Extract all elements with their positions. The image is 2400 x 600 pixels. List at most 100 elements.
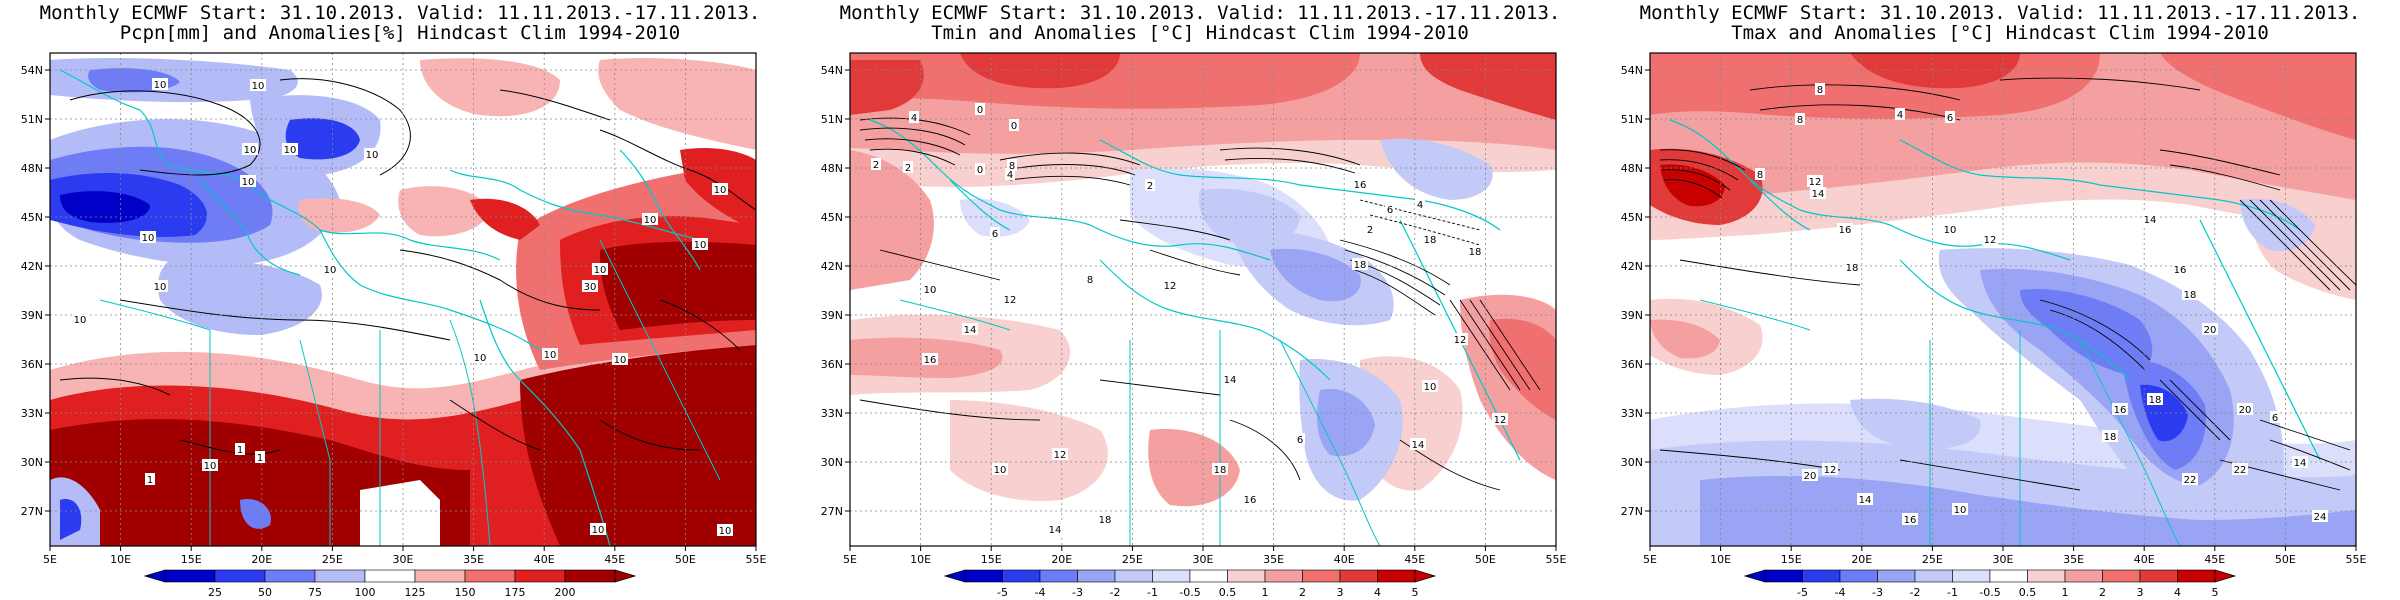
contour-label-bg bbox=[1422, 380, 1438, 392]
contour-label: 6 bbox=[2272, 413, 2278, 424]
contour-label-bg bbox=[2147, 393, 2163, 405]
lon-tick-label: 45E bbox=[1404, 553, 1425, 566]
colorbar-swatch bbox=[1377, 569, 1416, 583]
map-precipitation: 10 10 10 10 10 10 10 10 10 10 10 10 10 10 10 30 1 1 1 10 10 1… bbox=[21, 52, 767, 599]
contour-label: 10 bbox=[714, 185, 727, 196]
lat-tick-label: 36N bbox=[1621, 358, 1643, 371]
contour-label: 10 bbox=[244, 145, 257, 156]
contour-label-bg bbox=[1492, 413, 1508, 425]
lon-tick-label: 25E bbox=[1122, 553, 1143, 566]
lat-lon-grid bbox=[1650, 53, 2356, 546]
lon-tick-label: 55E bbox=[1546, 553, 1567, 566]
lat-tick-label: 51N bbox=[1621, 113, 1643, 126]
contour-label: 6 bbox=[1297, 435, 1303, 446]
colorbar-swatch bbox=[464, 569, 516, 583]
contour-label: 8 bbox=[1757, 170, 1763, 181]
contour-label: 22 bbox=[2234, 465, 2247, 476]
colorbar-low-arrow bbox=[943, 569, 966, 583]
lon-tick-label: 35E bbox=[2063, 553, 2084, 566]
contour-label: 10 bbox=[592, 525, 605, 536]
lon-tick-label: 45E bbox=[604, 553, 625, 566]
contour-label: 14 bbox=[964, 325, 977, 336]
contour-label-bg bbox=[871, 158, 881, 170]
contour-label: 16 bbox=[1354, 180, 1367, 191]
contour-label-bg bbox=[472, 351, 488, 363]
colorbar-swatch bbox=[2064, 569, 2103, 583]
colorbar-swatch bbox=[214, 569, 266, 583]
colorbar-swatch bbox=[1114, 569, 1153, 583]
lon-tick-label: 40E bbox=[534, 553, 555, 566]
colorbar-swatch bbox=[364, 569, 416, 583]
contour-label-bg bbox=[922, 353, 938, 365]
colorbar-label: 125 bbox=[405, 586, 426, 599]
contour-label-bg bbox=[152, 280, 168, 292]
colorbar-high-arrow bbox=[2214, 569, 2237, 583]
colorbar-swatch bbox=[1264, 569, 1303, 583]
lon-tick-label: 10E bbox=[1710, 553, 1731, 566]
contour-label-bg bbox=[145, 473, 155, 485]
panel-tmax: Monthly ECMWF Start: 31.10.2013. Valid: … bbox=[1600, 0, 2400, 600]
contour-label: 8 bbox=[1009, 161, 1015, 172]
lat-tick-label: 42N bbox=[821, 260, 843, 273]
contour-label: 12 bbox=[1494, 415, 1507, 426]
colorbar-swatch bbox=[1839, 569, 1878, 583]
contour-label-bg bbox=[1002, 293, 1018, 305]
colorbar-label: -1 bbox=[1147, 586, 1158, 599]
lon-tick-label: 30E bbox=[1993, 553, 2014, 566]
lon-tick-label: 5E bbox=[1643, 553, 1657, 566]
contour-label-bg bbox=[2112, 403, 2128, 415]
contour-label-bg bbox=[1755, 168, 1765, 180]
contour-label: 10 bbox=[324, 265, 337, 276]
contour-label: 30 bbox=[584, 282, 597, 293]
contour-label: 1 bbox=[257, 453, 263, 464]
colorbar-high-arrow bbox=[614, 569, 637, 583]
contour-label-bg bbox=[990, 227, 1000, 239]
contour-label-bg bbox=[250, 79, 266, 91]
lat-axis: 54N 51N 48N 45N 42N 39N 36N 33N 30N 27N bbox=[1621, 64, 1650, 518]
lon-tick-label: 20E bbox=[251, 553, 272, 566]
contour-label: 1 bbox=[147, 475, 153, 486]
panel-title: Monthly ECMWF Start: 31.10.2013. Valid: … bbox=[1639, 2, 2361, 24]
contour-label: 16 bbox=[2174, 265, 2187, 276]
contour-label: 18 bbox=[2149, 395, 2162, 406]
contour-label-bg bbox=[1047, 523, 1063, 535]
contour-label: 10 bbox=[474, 353, 487, 364]
colorbar-label: 1 bbox=[1262, 586, 1269, 599]
contour-label: 10 bbox=[366, 150, 379, 161]
contour-label: 4 bbox=[911, 113, 917, 124]
contour-label: 10 bbox=[154, 282, 167, 293]
colorbar-swatch bbox=[2102, 569, 2141, 583]
contour-label-bg bbox=[235, 443, 245, 455]
contour-label: 6 bbox=[1387, 205, 1393, 216]
contour-label-bg bbox=[582, 280, 598, 292]
lon-tick-label: 50E bbox=[675, 553, 696, 566]
colorbar: 25 50 75 100 125 150 175 200 bbox=[143, 569, 637, 599]
contour-label: 8 bbox=[1797, 115, 1803, 126]
lat-tick-label: 54N bbox=[821, 64, 843, 77]
lat-tick-label: 54N bbox=[1621, 64, 1643, 77]
contour-label-bg bbox=[202, 459, 218, 471]
lat-tick-label: 54N bbox=[21, 64, 43, 77]
colorbar-label: -5 bbox=[997, 586, 1008, 599]
contour-label: 2 bbox=[905, 163, 911, 174]
lon-tick-label: 5E bbox=[43, 553, 57, 566]
lon-tick-label: 20E bbox=[1851, 553, 1872, 566]
colorbar-label: 2 bbox=[1299, 586, 1306, 599]
contour-label: 8 bbox=[1817, 85, 1823, 96]
contour-label: 14 bbox=[1859, 495, 1872, 506]
lon-tick-label: 30E bbox=[1193, 553, 1214, 566]
lat-tick-label: 30N bbox=[821, 456, 843, 469]
lat-tick-label: 27N bbox=[1621, 505, 1643, 518]
lat-tick-label: 42N bbox=[1621, 260, 1643, 273]
contour-label-bg bbox=[1857, 493, 1873, 505]
contour-label: 10 bbox=[644, 215, 657, 226]
colorbar-label: 4 bbox=[1374, 586, 1381, 599]
contour-label-bg bbox=[1945, 111, 1955, 123]
contour-label: 12 bbox=[1824, 465, 1837, 476]
contour-label: 10 bbox=[242, 177, 255, 188]
lon-tick-label: 15E bbox=[181, 553, 202, 566]
contour-label: 20 bbox=[2239, 405, 2252, 416]
panel-title: Monthly ECMWF Start: 31.10.2013. Valid: … bbox=[39, 2, 761, 24]
colorbar-swatch bbox=[1877, 569, 1916, 583]
colorbar-label: 175 bbox=[505, 586, 526, 599]
